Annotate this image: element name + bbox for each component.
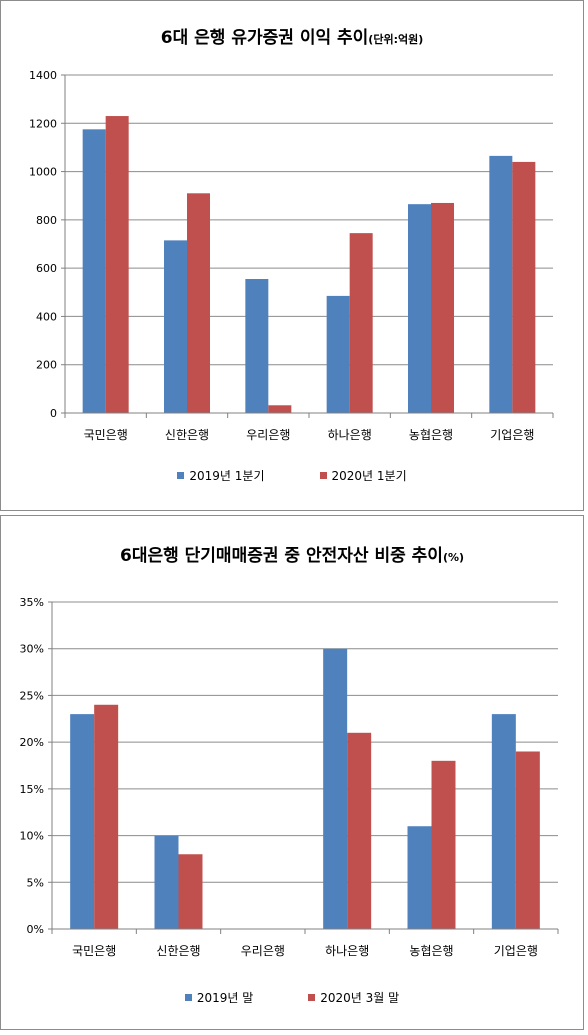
x-category-label: 국민은행 xyxy=(72,943,116,958)
legend-label: 2019년 1분기 xyxy=(189,469,265,483)
y-tick-label: 30% xyxy=(20,643,44,656)
chart-panel-safe-asset-ratio: 6대은행 단기매매증권 중 안전자산 비중 추이(%) 0% 5% 10% 15% 20… xyxy=(0,515,584,1030)
legend-swatch-blue xyxy=(177,472,185,479)
bar-series2 xyxy=(431,760,456,929)
chart-title: 6대 은행 유가증권 이익 추이(단위:억원) xyxy=(1,23,583,48)
x-category-label: 신한은행 xyxy=(156,943,200,958)
y-tick-label: 10% xyxy=(20,830,44,843)
y-tick-label: 600 xyxy=(36,262,57,275)
bar-series1 xyxy=(164,240,187,413)
bar-series2 xyxy=(178,854,203,929)
x-category-label: 기업은행 xyxy=(494,943,538,958)
bar-series2 xyxy=(349,233,373,413)
legend-item-series1: 2019년 1분기 xyxy=(177,467,265,484)
legend-item-series1: 2019년 말 xyxy=(184,989,254,1006)
y-tick-label: 15% xyxy=(20,783,44,796)
bar-series1 xyxy=(245,279,269,413)
y-tick-label: 25% xyxy=(20,689,44,702)
bar-chart-securities-profit: 0 200 400 600 800 1000 1200 1400 국민은행 신한은행 우리은행 하나은… xyxy=(29,69,554,442)
chart-panel-securities-profit: 6대 은행 유가증권 이익 추이(단위:억원) 0 200 400 600 800 100… xyxy=(0,0,584,511)
bar-series2 xyxy=(512,161,536,413)
y-tick-label: 5% xyxy=(27,876,44,889)
y-tick-label: 1200 xyxy=(29,117,57,130)
bar-series2 xyxy=(94,704,119,929)
chart-title-main: 6대 은행 유가증권 이익 추이 xyxy=(160,28,369,48)
x-category-label: 하나은행 xyxy=(328,427,372,442)
bar-chart-safe-asset-ratio: 0% 5% 10% 15% 20% 25% 30% 35% 국민은행 신한은행 우리은행 하나은행 농협… xyxy=(20,596,559,958)
legend-label: 2020년 3월 말 xyxy=(320,991,400,1005)
bar-series2 xyxy=(268,405,292,413)
legend-item-series2: 2020년 1분기 xyxy=(319,467,407,484)
bar-series1 xyxy=(70,714,95,929)
x-category-label: 국민은행 xyxy=(84,427,128,442)
x-category-label: 우리은행 xyxy=(246,427,290,442)
bar-series1 xyxy=(82,129,106,414)
x-category-label: 신한은행 xyxy=(165,427,209,442)
chart-title-unit: (단위:억원) xyxy=(368,33,424,46)
x-category-label: 우리은행 xyxy=(241,943,285,958)
bar-series2 xyxy=(347,732,372,929)
chart-legend: 2019년 말 2020년 3월 말 xyxy=(1,989,583,1006)
x-category-label: 하나은행 xyxy=(325,943,369,958)
y-tick-label: 800 xyxy=(36,214,57,227)
bar-series1 xyxy=(154,835,179,929)
chart-title-main: 6대은행 단기매매증권 중 안전자산 비중 추이 xyxy=(119,546,443,566)
bar-series1 xyxy=(323,648,348,929)
legend-swatch-red xyxy=(319,472,327,479)
chart-legend: 2019년 1분기 2020년 1분기 xyxy=(1,467,583,484)
y-tick-label: 1000 xyxy=(29,166,57,179)
bar-series1 xyxy=(407,826,432,929)
y-tick-label: 0% xyxy=(27,923,44,936)
chart-title: 6대은행 단기매매증권 중 안전자산 비중 추이(%) xyxy=(1,541,583,566)
bar-series2 xyxy=(105,116,129,414)
y-tick-label: 400 xyxy=(36,310,57,323)
y-tick-label: 20% xyxy=(20,736,44,749)
y-tick-label: 200 xyxy=(36,359,57,372)
y-tick-label: 35% xyxy=(20,596,44,609)
legend-label: 2020년 1분기 xyxy=(331,469,407,483)
bar-series2 xyxy=(515,751,540,929)
chart-title-unit: (%) xyxy=(442,551,465,564)
y-tick-label: 1400 xyxy=(29,69,57,82)
bar-series1 xyxy=(408,204,431,413)
x-category-label: 기업은행 xyxy=(490,427,534,442)
bar-series1 xyxy=(326,295,350,413)
legend-swatch-red xyxy=(308,994,316,1001)
y-tick-label: 0 xyxy=(50,407,57,420)
bar-series2 xyxy=(431,202,454,413)
x-category-label: 농협은행 xyxy=(409,943,453,958)
x-category-label: 농협은행 xyxy=(409,427,453,442)
legend-swatch-blue xyxy=(184,994,192,1001)
bar-series1 xyxy=(489,155,513,413)
legend-item-series2: 2020년 3월 말 xyxy=(308,989,399,1006)
bar-series1 xyxy=(491,714,516,929)
legend-label: 2019년 말 xyxy=(196,991,254,1005)
bar-series2 xyxy=(187,193,210,413)
